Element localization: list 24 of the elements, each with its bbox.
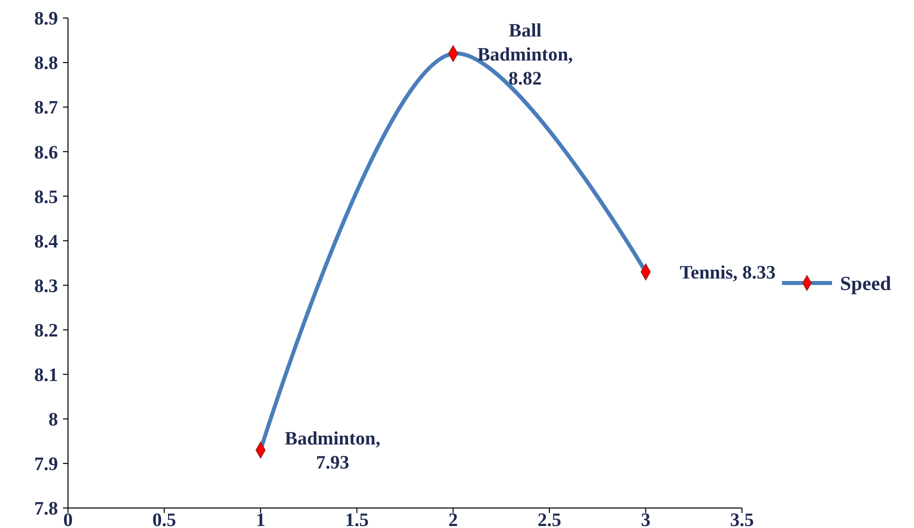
x-tick-label: 1 <box>256 510 266 528</box>
y-tick-label: 8.1 <box>34 365 58 386</box>
y-tick-label: 8 <box>48 410 58 431</box>
annotation: Tennis, 8.33 <box>680 262 776 284</box>
y-tick-label: 8.6 <box>34 142 58 164</box>
annotation: Badminton, 7.93 <box>284 428 381 474</box>
x-tick-label: 0.5 <box>152 510 176 528</box>
x-tick-label: 2.5 <box>538 510 562 528</box>
x-tick-label: 1.5 <box>344 510 369 528</box>
x-tick-label: 2 <box>448 510 458 528</box>
y-tick-label: 8.7 <box>34 98 58 119</box>
y-tick-label: 7.8 <box>34 498 58 520</box>
y-tick-label: 8.3 <box>34 276 58 297</box>
x-tick-label: 3.5 <box>730 510 754 528</box>
y-tick-label: 8.8 <box>34 53 58 74</box>
y-tick-label: 8.4 <box>34 231 58 252</box>
y-tick-label: 8.2 <box>34 320 58 342</box>
annotation: Ball Badminton, 8.82 <box>477 20 574 90</box>
x-tick-label: 0 <box>63 510 73 528</box>
x-tick-label: 3 <box>640 510 650 528</box>
legend-label: Speed <box>840 273 892 295</box>
y-tick-label: 7.9 <box>34 454 58 476</box>
y-tick-label: 8.9 <box>34 8 58 30</box>
y-tick-label: 8.5 <box>34 186 58 208</box>
